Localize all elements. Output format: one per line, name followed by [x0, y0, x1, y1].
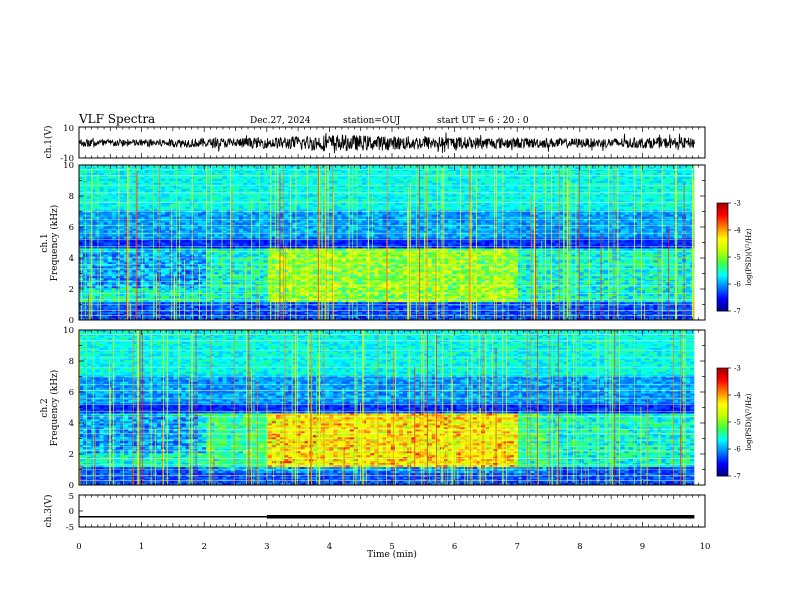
figure-title: VLF Spectra — [78, 112, 155, 126]
figure-header: VLF Spectra Dec.27, 2024 station=OUJ sta… — [78, 112, 529, 126]
ch1-waveform-panel: 10 -10 ch.1(V) — [43, 124, 705, 164]
ch1-ytick-top: 10 — [63, 124, 74, 134]
start-time-label: start UT = 6 : 20 : 0 — [437, 116, 529, 126]
station-label: station=OUJ — [343, 116, 401, 126]
ch1-ylabel: ch.1(V) — [43, 126, 54, 159]
date-label: Dec.27, 2024 — [250, 116, 311, 126]
